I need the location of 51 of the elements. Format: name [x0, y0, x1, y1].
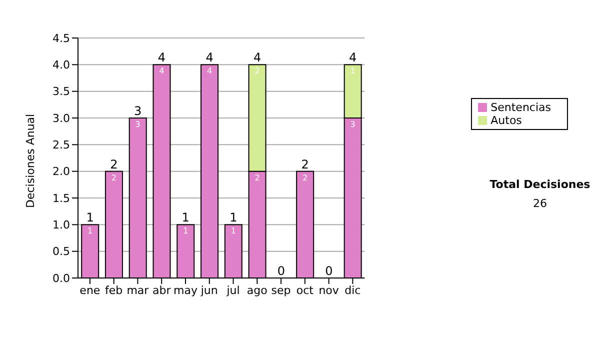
- x-tick-label: jul: [226, 284, 240, 297]
- y-tick-label: 2.5: [52, 138, 70, 152]
- y-tick-label: 0.5: [52, 245, 70, 258]
- y-tick-label: 2.0: [52, 165, 70, 178]
- data-label: 3: [135, 120, 140, 129]
- x-tick-label: feb: [105, 284, 123, 297]
- y-tick-label: 3.0: [52, 112, 70, 125]
- x-tick-label: mar: [126, 284, 150, 297]
- x-tick-label: abr: [152, 284, 172, 297]
- total-label: 4: [253, 50, 262, 65]
- data-label: 1: [183, 226, 188, 236]
- data-label: 2: [302, 173, 308, 182]
- x-tick-label: ago: [246, 284, 268, 297]
- x-tick-label: oct: [296, 284, 314, 297]
- legend-label: Autos: [490, 114, 522, 127]
- data-label: 4: [159, 66, 164, 76]
- x-tick-label: jun: [200, 284, 218, 297]
- text: 26: [532, 197, 548, 210]
- data-label: 2: [254, 173, 260, 182]
- total-label: 4: [349, 50, 357, 65]
- x-tick-label: sep: [271, 284, 291, 297]
- data-label: 3: [350, 120, 356, 129]
- total-label: 1: [230, 210, 238, 225]
- total-label: 1: [86, 210, 94, 225]
- x-tick-label: ene: [80, 284, 100, 297]
- data-label: 4: [206, 66, 212, 76]
- y-tick-label: 1.0: [52, 218, 70, 232]
- y-tick-label: 4.0: [52, 58, 70, 72]
- y-tick-label: 0.0: [52, 272, 70, 285]
- data-label: 2: [111, 173, 117, 182]
- x-tick-label: nov: [318, 284, 340, 297]
- x-tick-label: dic: [344, 284, 361, 297]
- x-tick-label: may: [174, 284, 198, 297]
- data-label: 1: [88, 226, 93, 236]
- total-label: 3: [134, 104, 142, 118]
- total-label: 2: [110, 157, 118, 172]
- total-label: 0: [325, 264, 333, 278]
- y-axis-title: Decisiones Anual: [24, 114, 37, 208]
- data-label: 2: [254, 66, 260, 76]
- total-label: 0: [277, 264, 285, 278]
- text: Total Decisiones: [488, 178, 592, 191]
- total-label: 1: [182, 210, 190, 225]
- y-tick-label: 1.5: [52, 192, 70, 205]
- data-label: 1: [230, 226, 236, 236]
- legend-label: Sentencias: [490, 101, 551, 114]
- data-label: 1: [350, 66, 356, 76]
- total-label: 4: [158, 50, 166, 65]
- total-label: 4: [206, 50, 214, 65]
- y-tick-label: 3.5: [52, 85, 70, 98]
- total-label: 2: [301, 157, 309, 172]
- y-tick-label: 4.5: [52, 32, 70, 45]
